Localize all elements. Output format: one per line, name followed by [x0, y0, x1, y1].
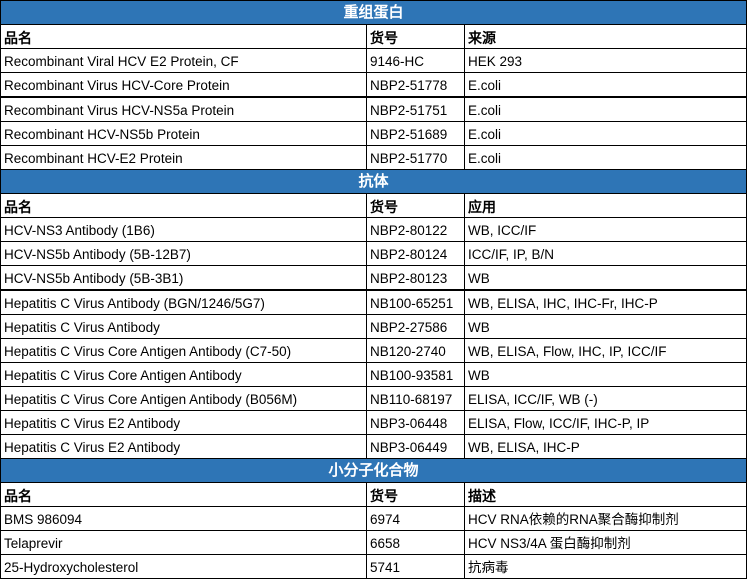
catalog-number-cell: NBP2-51778 [366, 72, 465, 98]
detail-cell: E.coli [463, 121, 747, 146]
catalog-number-cell: NBP2-80122 [366, 217, 465, 242]
table-row: Hepatitis C Virus E2 Antibody NBP3-06449 W… [0, 434, 747, 459]
catalog-number-cell: NBP2-51770 [366, 145, 465, 170]
table-row: Hepatitis C Virus Antibody (BGN/1246/5G7… [0, 289, 747, 315]
product-name-cell: BMS 986094 [0, 506, 367, 531]
table-row: Recombinant HCV-NS5b Protein NBP2-51689 E.… [0, 121, 747, 146]
product-name-cell: Hepatitis C Virus Antibody (BGN/1246/5G7… [0, 289, 367, 315]
table-row: Hepatitis C Virus E2 Antibody NBP3-06448 E… [0, 410, 747, 435]
table-row: Recombinant HCV-E2 Protein NBP2-51770 E.co… [0, 145, 747, 170]
table-row: Hepatitis C Virus Core Antigen Antibody N… [0, 362, 747, 387]
catalog-number-cell: 6658 [366, 530, 465, 555]
column-header: 品名 [0, 482, 367, 507]
table-row: Hepatitis C Virus Core Antigen Antibody … [0, 338, 747, 363]
table-row: BMS 986094 6974 HCV RNA依赖的RNA聚合酶抑制剂 [0, 506, 747, 531]
detail-cell: WB, ELISA, IHC-P [463, 434, 747, 459]
detail-cell: WB [463, 314, 747, 339]
table-row: HCV-NS5b Antibody (5B-3B1) NBP2-80123 WB [0, 265, 747, 291]
product-name-cell: Hepatitis C Virus E2 Antibody [0, 434, 367, 459]
product-name-cell: Recombinant Virus HCV-Core Protein [0, 72, 367, 98]
product-name-cell: Recombinant HCV-NS5b Protein [0, 121, 367, 146]
detail-cell: 抗病毒 [463, 554, 747, 579]
table-row: Recombinant Viral HCV E2 Protein, CF 9146… [0, 48, 747, 73]
column-header: 货号 [366, 193, 465, 218]
product-name-cell: Recombinant HCV-E2 Protein [0, 145, 367, 170]
catalog-number-cell: NB100-65251 [366, 289, 465, 315]
catalog-number-cell: NBP2-80123 [366, 265, 465, 291]
detail-cell: HEK 293 [463, 48, 747, 73]
product-name-cell: Hepatitis C Virus Core Antigen Antibody … [0, 338, 367, 363]
column-header-row: 品名 货号 应用 [0, 193, 747, 218]
table-row: Hepatitis C Virus Core Antigen Antibody … [0, 386, 747, 411]
product-name-cell: Telaprevir [0, 530, 367, 555]
section-header: 小分子化合物 [0, 458, 747, 483]
product-name-cell: Hepatitis C Virus Core Antigen Antibody … [0, 386, 367, 411]
column-header-row: 品名 货号 来源 [0, 24, 747, 49]
product-name-cell: Recombinant Viral HCV E2 Protein, CF [0, 48, 367, 73]
catalog-number-cell: NBP2-51689 [366, 121, 465, 146]
table-row: Telaprevir 6658 HCV NS3/4A 蛋白酶抑制剂 [0, 530, 747, 555]
table-row: Hepatitis C Virus Antibody NBP2-27586 WB [0, 314, 747, 339]
column-header: 来源 [463, 24, 747, 49]
detail-cell: WB, ELISA, IHC, IHC-Fr, IHC-P [463, 289, 747, 315]
product-name-cell: HCV-NS5b Antibody (5B-3B1) [0, 265, 367, 291]
table-row: Recombinant Virus HCV-Core Protein NBP2-5… [0, 72, 747, 98]
detail-cell: ICC/IF, IP, B/N [463, 241, 747, 266]
column-header: 品名 [0, 24, 367, 49]
section-header: 重组蛋白 [0, 0, 747, 25]
catalog-number-cell: NB110-68197 [366, 386, 465, 411]
catalog-number-cell: 5741 [366, 554, 465, 579]
table-row: HCV-NS3 Antibody (1B6) NBP2-80122 WB, ICC/… [0, 217, 747, 242]
catalog-number-cell: NBP2-80124 [366, 241, 465, 266]
product-name-cell: Hepatitis C Virus Antibody [0, 314, 367, 339]
detail-cell: HCV NS3/4A 蛋白酶抑制剂 [463, 530, 747, 555]
detail-cell: E.coli [463, 145, 747, 170]
column-header-row: 品名 货号 描述 [0, 482, 747, 507]
product-name-cell: 25-Hydroxycholesterol [0, 554, 367, 579]
product-name-cell: HCV-NS5b Antibody (5B-12B7) [0, 241, 367, 266]
column-header: 品名 [0, 193, 367, 218]
catalog-number-cell: 6974 [366, 506, 465, 531]
column-header: 描述 [463, 482, 747, 507]
detail-cell: ELISA, Flow, ICC/IF, IHC-P, IP [463, 410, 747, 435]
catalog-number-cell: NBP2-27586 [366, 314, 465, 339]
catalog-number-cell: NBP3-06449 [366, 434, 465, 459]
section-title: 抗体 [0, 169, 747, 194]
product-name-cell: HCV-NS3 Antibody (1B6) [0, 217, 367, 242]
product-name-cell: Hepatitis C Virus Core Antigen Antibody [0, 362, 367, 387]
detail-cell: WB [463, 362, 747, 387]
product-name-cell: Recombinant Virus HCV-NS5a Protein [0, 96, 367, 122]
column-header: 应用 [463, 193, 747, 218]
catalog-number-cell: NB120-2740 [366, 338, 465, 363]
detail-cell: E.coli [463, 72, 747, 98]
catalog-number-cell: NB100-93581 [366, 362, 465, 387]
section-title: 重组蛋白 [0, 0, 747, 25]
detail-cell: WB, ICC/IF [463, 217, 747, 242]
section-title: 小分子化合物 [0, 458, 747, 483]
detail-cell: HCV RNA依赖的RNA聚合酶抑制剂 [463, 506, 747, 531]
table-row: Recombinant Virus HCV-NS5a Protein NBP2-5… [0, 96, 747, 122]
detail-cell: WB [463, 265, 747, 291]
detail-cell: E.coli [463, 96, 747, 122]
catalog-number-cell: 9146-HC [366, 48, 465, 73]
detail-cell: WB, ELISA, Flow, IHC, IP, ICC/IF [463, 338, 747, 363]
table-row: 25-Hydroxycholesterol 5741 抗病毒 [0, 554, 747, 579]
column-header: 货号 [366, 24, 465, 49]
product-name-cell: Hepatitis C Virus E2 Antibody [0, 410, 367, 435]
table-row: HCV-NS5b Antibody (5B-12B7) NBP2-80124 ICC… [0, 241, 747, 266]
detail-cell: ELISA, ICC/IF, WB (-) [463, 386, 747, 411]
section-header: 抗体 [0, 169, 747, 194]
column-header: 货号 [366, 482, 465, 507]
catalog-number-cell: NBP3-06448 [366, 410, 465, 435]
catalog-number-cell: NBP2-51751 [366, 96, 465, 122]
